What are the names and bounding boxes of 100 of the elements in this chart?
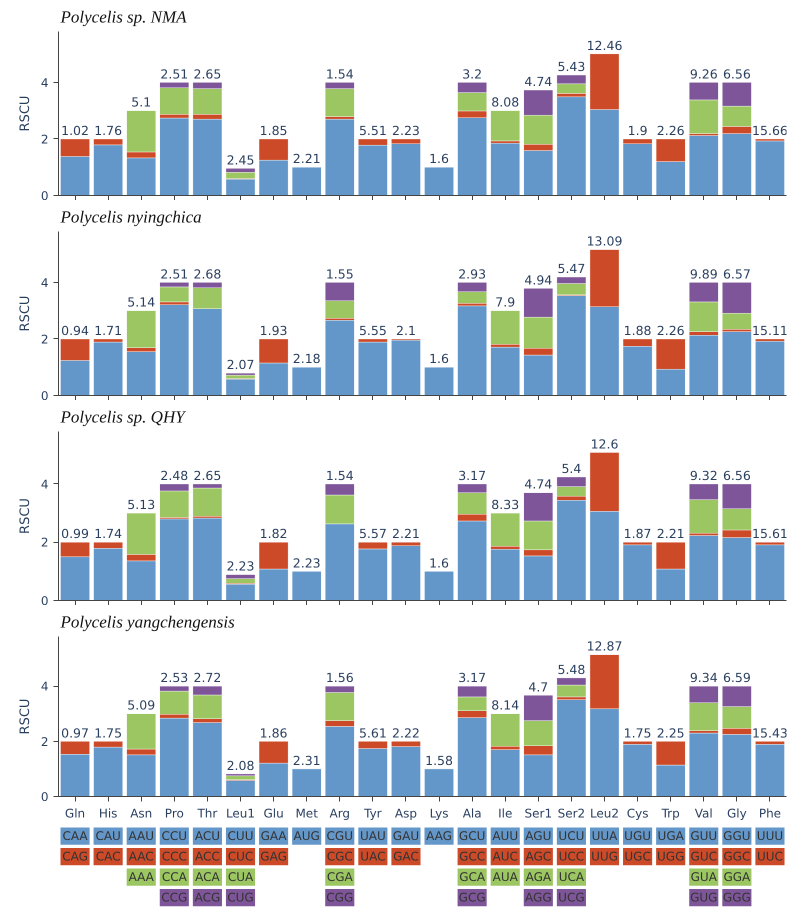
annotation: 2.21 (392, 526, 420, 542)
annotation: 5.48 (557, 662, 586, 677)
annotation: 2.26 (656, 122, 685, 138)
text: UUA (592, 829, 618, 844)
annotation: 8.14 (491, 698, 520, 713)
x-tick-label: Arg (330, 806, 350, 820)
x-tick-label: Ile (498, 806, 512, 820)
annotation: 1.6 (429, 555, 450, 570)
annotation: 8.33 (491, 497, 520, 512)
text: ACA (195, 870, 220, 884)
text: AAC (128, 850, 154, 864)
annotation: 5.09 (127, 698, 156, 713)
text: UGG (656, 850, 684, 864)
text: UGA (658, 829, 684, 844)
text: AGG (525, 890, 552, 905)
x-tick-label: Asn (130, 806, 152, 820)
x-tick-label: Pro (164, 806, 184, 820)
annotation: 3.2 (462, 66, 482, 82)
text: CGC (326, 850, 353, 864)
annotation: 15.61 (752, 526, 788, 542)
text: CGU (326, 829, 354, 844)
text: UGU (624, 829, 652, 844)
text: UCU (558, 829, 584, 844)
text: GCC (459, 850, 486, 864)
text: AGU (525, 829, 552, 844)
text: GGC (723, 850, 750, 864)
annotation: 1.55 (326, 266, 354, 282)
annotation: 1.75 (624, 725, 652, 740)
annotation: 4.7 (528, 679, 548, 694)
text: GAA (260, 829, 287, 844)
y-tick-label: 0 (40, 790, 49, 804)
annotation: 3.17 (458, 468, 486, 483)
y-tick-label: 2 (40, 734, 49, 749)
annotation: 0.99 (61, 526, 90, 542)
annotation: 12.6 (590, 436, 618, 452)
text: CCG (161, 890, 188, 905)
text: GCG (458, 890, 486, 905)
text: AAG (426, 829, 452, 844)
x-tick-label: Tyr (363, 806, 382, 820)
x-tick-label: Thr (196, 806, 218, 820)
text: CUG (227, 890, 254, 905)
x-tick-label: Cys (626, 806, 648, 820)
annotation: 9.26 (690, 66, 718, 82)
annotation: 4.74 (524, 74, 552, 90)
annotation: 2.08 (226, 758, 254, 773)
annotation: 12.87 (586, 638, 622, 654)
x-tick-label: Leu1 (226, 806, 256, 820)
annotation: 1.88 (624, 322, 652, 338)
text: ACU (194, 829, 220, 844)
text: GGU (723, 829, 751, 844)
annotation: 3.17 (458, 670, 486, 686)
text: AUA (492, 870, 518, 884)
annotation: 9.89 (690, 266, 718, 282)
annotation: 2.21 (292, 151, 321, 166)
text: ACG (194, 890, 220, 905)
text: AUG (294, 829, 320, 844)
annotation: 1.82 (260, 526, 288, 542)
x-tick-label: Leu2 (590, 806, 620, 820)
annotation: 2.1 (396, 322, 416, 338)
annotation: 5.47 (557, 261, 586, 276)
annotation: 2.65 (193, 468, 222, 483)
y-tick-label: 4 (40, 477, 49, 492)
annotation: 2.51 (160, 266, 188, 282)
y-axis-title: RSCU (18, 296, 33, 332)
text: CGG (326, 890, 354, 905)
x-tick-label: Trp (660, 806, 680, 820)
chart-title: Polycelis nyingchica (60, 208, 202, 226)
annotation: 1.86 (260, 725, 288, 740)
text: GGA (723, 870, 750, 884)
y-tick-label: 0 (40, 189, 49, 203)
annotation: 1.54 (326, 66, 354, 82)
y-tick-label: 4 (40, 680, 49, 694)
text: GGG (722, 890, 751, 905)
x-tick-label: Ser2 (558, 806, 586, 820)
text: CAC (96, 850, 121, 864)
annotation: 6.56 (722, 468, 751, 483)
annotation: 2.07 (226, 357, 254, 372)
annotation: 2.23 (392, 122, 420, 138)
annotation: 2.72 (193, 670, 222, 686)
x-tick-label: Gln (64, 806, 86, 820)
text: CCC (162, 850, 187, 864)
annotation: 9.32 (690, 468, 718, 483)
annotation: 5.1 (131, 94, 152, 110)
y-tick-label: 2 (40, 536, 49, 550)
text: GAC (393, 850, 419, 864)
annotation: 1.74 (94, 526, 122, 542)
annotation: 1.76 (94, 122, 122, 138)
annotation: 1.9 (628, 122, 648, 138)
text: GUU (690, 829, 718, 844)
text: UCA (558, 870, 584, 884)
y-tick-label: 2 (40, 132, 49, 146)
text: UCC (558, 850, 584, 864)
annotation: 1.02 (61, 122, 89, 138)
text: UUU (756, 829, 784, 844)
text: CUA (228, 870, 254, 884)
annotation: 1.93 (260, 322, 288, 338)
y-axis-title: RSCU (18, 96, 33, 132)
annotation: 9.34 (690, 670, 718, 686)
chart-title: Polycelis sp. NMA (60, 8, 188, 26)
x-tick-label: Gly (726, 806, 747, 820)
